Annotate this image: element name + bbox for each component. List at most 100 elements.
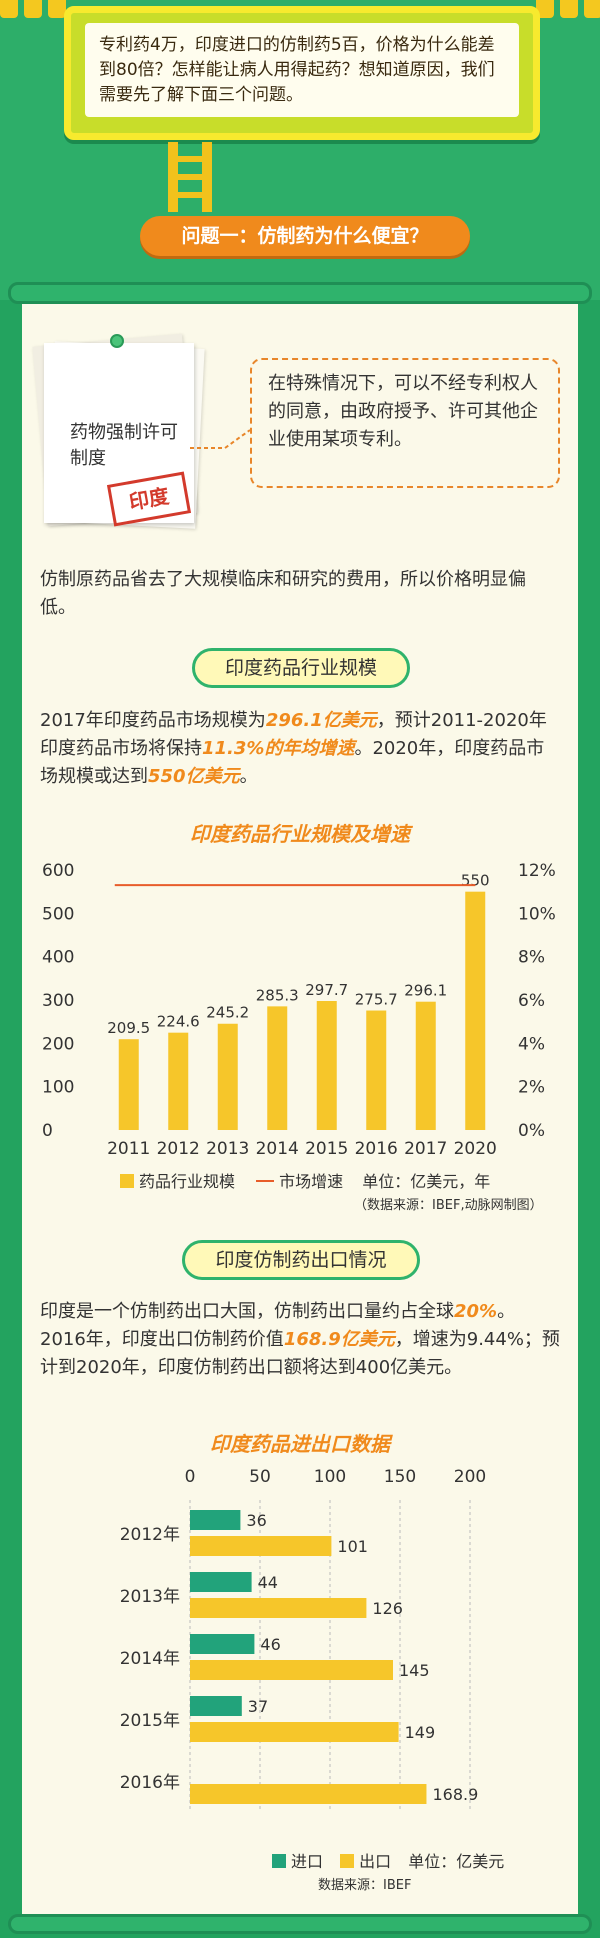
paragraph-intro: 仿制原药品省去了大规模临床和研究的费用，所以价格明显偏低。 bbox=[40, 569, 526, 618]
bar bbox=[267, 1006, 288, 1130]
y-tick-label: 2012年 bbox=[120, 1525, 180, 1545]
unit-label: 单位：亿美元 bbox=[408, 1852, 505, 1871]
bar bbox=[217, 1023, 238, 1130]
y2-tick-label: 6% bbox=[518, 991, 545, 1011]
note-title: 药物强制许可制度 bbox=[70, 422, 178, 469]
bar-value-label: 126 bbox=[372, 1599, 403, 1618]
highlight-value: 550亿美元 bbox=[148, 766, 240, 787]
bar-value-label: 224.6 bbox=[157, 1013, 200, 1031]
x-tick-label: 200 bbox=[454, 1467, 486, 1487]
bubble-connector bbox=[190, 429, 251, 449]
text-run: ，增速为9.44%；预计到2020年，印度仿制药出口额将达到400亿美元。 bbox=[40, 1329, 560, 1378]
legend-swatch-line bbox=[256, 1180, 275, 1182]
bar-import bbox=[190, 1634, 255, 1654]
y-tick-label: 2013年 bbox=[120, 1587, 180, 1607]
x-tick-label: 2020 bbox=[454, 1139, 497, 1159]
intro-text: 专利药4万，印度进口的仿制药5百，价格为什么能差到80倍？怎样能让病人用得起药？… bbox=[85, 23, 519, 117]
text-run: 。 bbox=[239, 766, 258, 787]
intro-board: 专利药4万，印度进口的仿制药5百，价格为什么能差到80倍？怎样能让病人用得起药？… bbox=[64, 6, 540, 140]
y-tick-label: 2015年 bbox=[120, 1711, 180, 1731]
y2-tick-label: 2% bbox=[518, 1078, 545, 1098]
bar-export bbox=[190, 1722, 399, 1742]
bar-import bbox=[190, 1510, 241, 1530]
decor-tab bbox=[584, 0, 600, 18]
text-run: ，预计2011-2020年印度药品市场将保持 bbox=[40, 710, 547, 759]
y-tick-label: 100 bbox=[42, 1078, 74, 1098]
y-tick-label: 2014年 bbox=[120, 1649, 180, 1669]
legend-swatch-import bbox=[272, 1854, 286, 1868]
bar-export bbox=[190, 1536, 332, 1556]
y-tick-label: 0 bbox=[42, 1121, 53, 1141]
bar bbox=[118, 1039, 139, 1130]
bar bbox=[168, 1032, 189, 1130]
chart1-legend: 药品行业规模 市场增速 单位：亿美元，年 bbox=[120, 1168, 490, 1192]
y-tick-label: 200 bbox=[42, 1034, 74, 1054]
paragraph-market: 2017年印度药品市场规模为296.1亿美元，预计2011-2020年印度药品市… bbox=[40, 707, 560, 791]
y-tick-label: 400 bbox=[42, 948, 74, 968]
legend-label: 进口 bbox=[291, 1852, 324, 1871]
x-tick-label: 2014 bbox=[256, 1139, 299, 1159]
definition-bubble: 在特殊情况下，可以不经专利权人的同意，由政府授予、许可其他企业使用某项专利。 bbox=[250, 358, 560, 488]
x-tick-label: 150 bbox=[384, 1467, 416, 1487]
y2-tick-label: 10% bbox=[518, 904, 556, 924]
ladder-rung bbox=[168, 174, 212, 180]
bar bbox=[316, 1000, 337, 1130]
text-run: 。2020年，印度药品市场规模或达到 bbox=[40, 738, 545, 787]
y-tick-label: 2016年 bbox=[120, 1773, 180, 1793]
decor-tab bbox=[48, 0, 66, 18]
unit-label: 单位：亿美元，年 bbox=[362, 1172, 491, 1191]
bar-value-label: 209.5 bbox=[107, 1019, 150, 1037]
ladder-rung bbox=[168, 192, 212, 198]
bar-value-label: 149 bbox=[405, 1723, 436, 1742]
decor-tab bbox=[0, 0, 18, 18]
legend-label: 市场增速 bbox=[279, 1172, 344, 1191]
highlight-value: 11.3%的年均增速 bbox=[202, 738, 355, 759]
chart1-svg: 0 100 200 300 400 500 600 0% 2% 4% 6% 8% 10% 12% 209.5… bbox=[42, 861, 556, 1159]
section-pill-export: 印度仿制药出口情况 bbox=[182, 1240, 420, 1280]
legend-swatch-export bbox=[340, 1854, 355, 1868]
paragraph-export: 印度是一个仿制药出口大国，仿制药出口量约占全球20%。2016年，印度出口仿制药… bbox=[40, 1298, 560, 1382]
highlight-value: 168.9亿美元 bbox=[283, 1329, 395, 1350]
bar-value-label: 145 bbox=[399, 1661, 430, 1680]
bar bbox=[465, 891, 486, 1130]
bar-value-label: 285.3 bbox=[256, 986, 299, 1004]
decor-tab bbox=[560, 0, 578, 18]
scroll-bottom-rod bbox=[8, 1914, 592, 1934]
highlight-value: 296.1亿美元 bbox=[265, 710, 377, 731]
bar-value-label: 296.1 bbox=[404, 982, 447, 1000]
chart1-title: 印度药品行业规模及增速 bbox=[190, 822, 410, 846]
text-run: 。2016年，印度出口仿制药价值 bbox=[40, 1301, 516, 1350]
y2-tick-label: 8% bbox=[518, 948, 545, 968]
y2-tick-label: 12% bbox=[518, 861, 556, 881]
scroll-top-rod bbox=[8, 282, 592, 304]
bar-value-label: 101 bbox=[337, 1537, 368, 1556]
text-run: 2017年印度药品市场规模为 bbox=[40, 710, 266, 731]
decor-tab bbox=[24, 0, 42, 18]
y-tick-label: 300 bbox=[42, 991, 74, 1011]
text-run: 印度是一个仿制药出口大国，仿制药出口量约占全球 bbox=[40, 1301, 454, 1322]
bar-value-label: 36 bbox=[246, 1511, 266, 1530]
bar-export bbox=[190, 1598, 367, 1618]
chart2-svg: 0 50 100 150 200 2012年 36 101 2013年 44 126 2014年 46 1… bbox=[120, 1467, 486, 1810]
chart1-source: （数据来源：IBEF,动脉网制图） bbox=[354, 1198, 543, 1213]
scroll-paper bbox=[22, 300, 578, 1920]
bar-value-label: 168.9 bbox=[432, 1785, 478, 1804]
bar-value-label: 297.7 bbox=[305, 981, 348, 999]
bar-import bbox=[190, 1696, 242, 1716]
section-pill-market: 印度药品行业规模 bbox=[192, 648, 410, 688]
decor-tab bbox=[536, 0, 554, 18]
bar-import bbox=[190, 1572, 252, 1592]
legend-swatch-bar bbox=[120, 1174, 134, 1188]
x-tick-label: 2011 bbox=[107, 1139, 150, 1159]
bar-value-label: 275.7 bbox=[355, 991, 398, 1009]
y2-tick-label: 4% bbox=[518, 1034, 545, 1054]
bar-export bbox=[190, 1784, 427, 1804]
x-tick-label: 2012 bbox=[157, 1139, 200, 1159]
ladder-rung bbox=[168, 156, 212, 162]
y-tick-label: 600 bbox=[42, 861, 74, 881]
highlight-value: 20% bbox=[454, 1301, 498, 1322]
bar bbox=[366, 1010, 387, 1130]
bar bbox=[415, 1001, 436, 1130]
bar-value-label: 550 bbox=[461, 872, 490, 890]
bar-value-label: 46 bbox=[260, 1635, 280, 1654]
